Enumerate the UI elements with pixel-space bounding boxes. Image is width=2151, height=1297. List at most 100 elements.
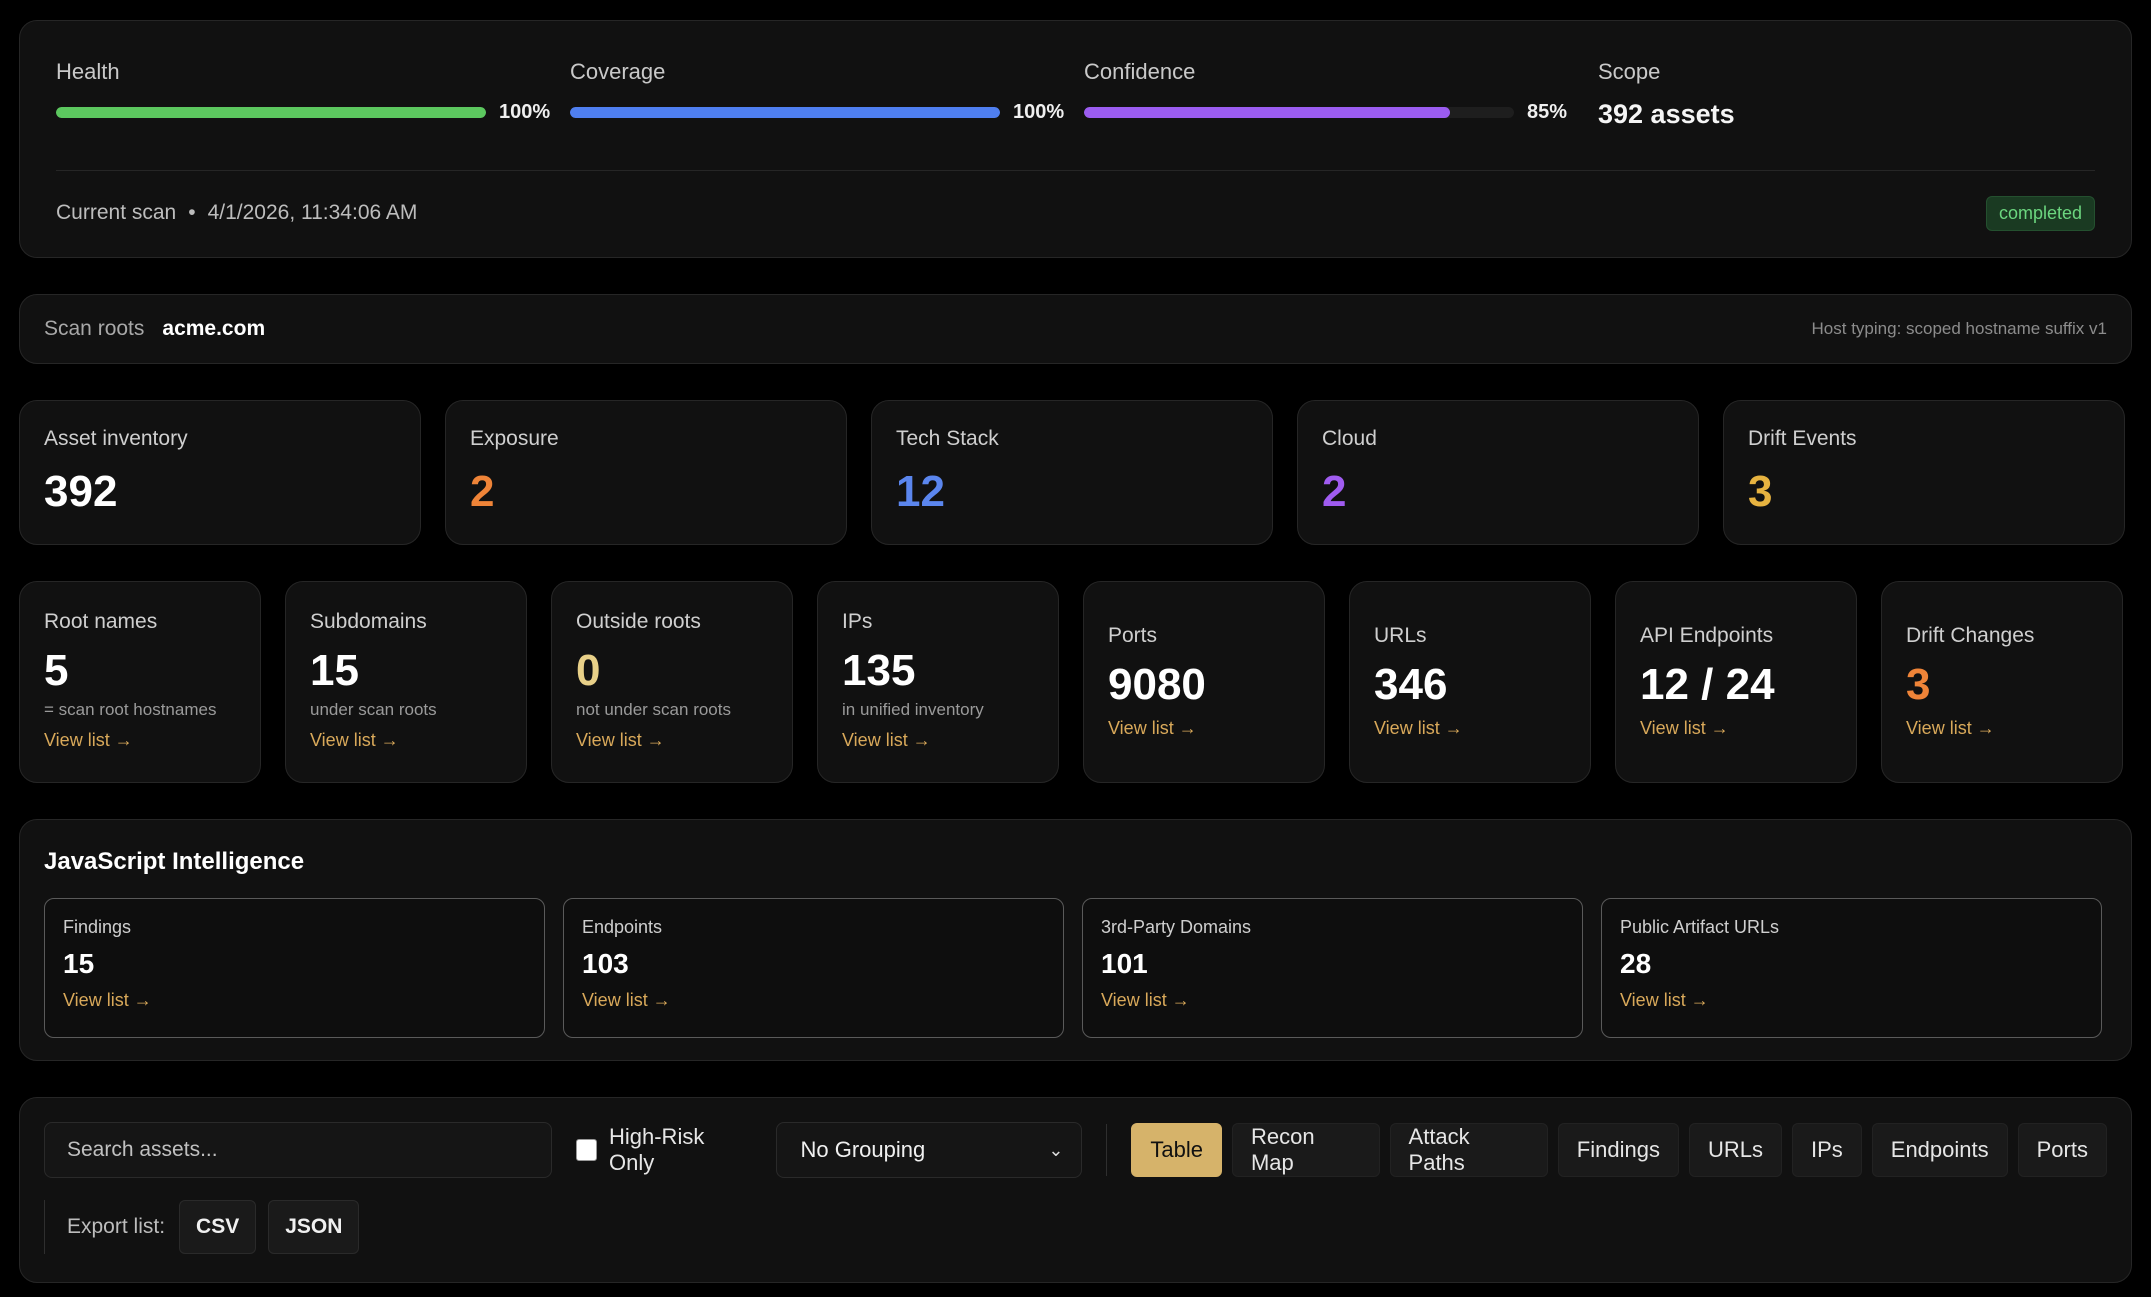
- view-tab-ips[interactable]: IPs: [1791, 1123, 1862, 1177]
- view-list-link[interactable]: View list →: [1640, 718, 1729, 739]
- view-list-link[interactable]: View list →: [576, 730, 665, 751]
- card-value: 3: [1906, 660, 1931, 709]
- current-scan-row: Current scan • 4/1/2026, 11:34:06 AM com…: [56, 171, 2095, 255]
- summary-card-drift-events[interactable]: Drift Events 3: [1723, 400, 2125, 545]
- separator-dot: •: [188, 201, 196, 224]
- asset-toolbar: High-Risk Only No Grouping ⌄ Table Recon…: [19, 1097, 2132, 1283]
- card-label: API Endpoints: [1640, 624, 1774, 647]
- coverage-label: Coverage: [570, 59, 666, 84]
- export-controls: Export list: CSV JSON: [44, 1200, 360, 1254]
- card-value: 3: [1748, 467, 1773, 516]
- confidence-bar-fill: [1084, 107, 1450, 118]
- scan-timestamp: 4/1/2026, 11:34:06 AM: [207, 201, 418, 224]
- confidence-label: Confidence: [1084, 59, 1196, 84]
- card-label: Tech Stack: [896, 427, 999, 450]
- card-label: URLs: [1374, 624, 1427, 647]
- inventory-card-api-endpoints: API Endpoints 12 / 24 View list →: [1615, 581, 1857, 783]
- summary-card-tech-stack[interactable]: Tech Stack 12: [871, 400, 1273, 545]
- card-label: Ports: [1108, 624, 1158, 647]
- high-risk-label: High-Risk Only: [608, 1124, 705, 1175]
- view-list-link[interactable]: View list →: [44, 730, 133, 751]
- js-card-findings: Findings 15 View list →: [44, 898, 545, 1038]
- metrics-panel: Health 100% Coverage 100% Conf: [19, 20, 2132, 258]
- view-list-link[interactable]: View list →: [1620, 990, 1709, 1010]
- export-json-button[interactable]: JSON: [268, 1200, 360, 1254]
- view-tab-findings[interactable]: Findings: [1557, 1123, 1679, 1177]
- export-label: Export list:: [67, 1215, 166, 1238]
- summary-card-exposure[interactable]: Exposure 2: [445, 400, 847, 545]
- card-label: 3rd-Party Domains: [1101, 917, 1252, 937]
- card-subtitle: = scan root hostnames: [44, 700, 217, 720]
- card-value: 5: [44, 646, 69, 695]
- card-value: 2: [1322, 467, 1347, 516]
- view-list-link[interactable]: View list →: [1108, 718, 1197, 739]
- view-list-link[interactable]: View list →: [842, 730, 931, 751]
- health-metric: Health 100%: [56, 59, 570, 170]
- card-label: Outside roots: [576, 610, 701, 633]
- view-list-link[interactable]: View list →: [1374, 718, 1463, 739]
- inventory-card-subdomains: Subdomains 15 under scan roots View list…: [285, 581, 527, 783]
- card-label: Exposure: [470, 427, 559, 450]
- view-tab-urls[interactable]: URLs: [1688, 1123, 1782, 1177]
- card-value: 15: [63, 948, 95, 979]
- view-tab-table[interactable]: Table: [1131, 1123, 1222, 1177]
- card-value: 9080: [1108, 660, 1206, 709]
- search-input[interactable]: [44, 1122, 552, 1178]
- scan-roots-value: acme.com: [162, 317, 266, 340]
- metric-row: Health 100% Coverage 100% Conf: [56, 59, 2095, 171]
- high-risk-checkbox[interactable]: [575, 1139, 597, 1161]
- summary-cards: Asset inventory 392 Exposure 2 Tech Stac…: [19, 400, 2132, 545]
- host-typing-note: Host typing: scoped hostname suffix v1: [1811, 319, 2107, 338]
- inventory-cards: Root names 5 = scan root hostnames View …: [19, 581, 2132, 783]
- grouping-value: No Grouping: [800, 1137, 926, 1162]
- view-tab-ports[interactable]: Ports: [2017, 1123, 2107, 1177]
- view-list-link[interactable]: View list →: [310, 730, 399, 751]
- card-value: 135: [842, 646, 916, 695]
- inventory-card-root-names: Root names 5 = scan root hostnames View …: [19, 581, 261, 783]
- inventory-card-ports: Ports 9080 View list →: [1083, 581, 1325, 783]
- summary-card-cloud[interactable]: Cloud 2: [1297, 400, 1699, 545]
- confidence-metric: Confidence 85%: [1084, 59, 1598, 170]
- view-tab-attack-paths[interactable]: Attack Paths: [1389, 1123, 1548, 1177]
- inventory-card-outside-roots: Outside roots 0 not under scan roots Vie…: [551, 581, 793, 783]
- scope-metric: Scope 392 assets: [1598, 59, 1735, 170]
- status-badge: completed: [1985, 195, 2095, 231]
- view-list-link[interactable]: View list →: [582, 990, 671, 1010]
- coverage-percent: 100%: [1013, 101, 1065, 123]
- view-list-link[interactable]: View list →: [63, 990, 152, 1010]
- chevron-down-icon: ⌄: [1048, 1139, 1064, 1160]
- view-tab-recon-map[interactable]: Recon Map: [1231, 1123, 1380, 1177]
- inventory-card-ips: IPs 135 in unified inventory View list →: [817, 581, 1059, 783]
- card-value: 12 / 24: [1640, 660, 1775, 709]
- card-label: Asset inventory: [44, 427, 188, 450]
- scan-roots-label: Scan roots: [44, 317, 145, 340]
- view-list-link[interactable]: View list →: [1101, 990, 1190, 1010]
- scan-roots-bar: Scan roots acme.com Host typing: scoped …: [19, 294, 2132, 364]
- view-tab-endpoints[interactable]: Endpoints: [1871, 1123, 2008, 1177]
- high-risk-toggle[interactable]: High-Risk Only: [575, 1124, 752, 1176]
- js-card-third-party-domains: 3rd-Party Domains 101 View list →: [1082, 898, 1583, 1038]
- card-value: 2: [470, 467, 495, 516]
- export-csv-button[interactable]: CSV: [179, 1200, 257, 1254]
- javascript-intelligence-panel: JavaScript Intelligence Findings 15 View…: [19, 819, 2132, 1061]
- health-percent: 100%: [499, 101, 551, 123]
- current-scan-label: Current scan: [56, 201, 177, 224]
- confidence-percent: 85%: [1527, 101, 1568, 123]
- js-card-endpoints: Endpoints 103 View list →: [563, 898, 1064, 1038]
- card-subtitle: in unified inventory: [842, 700, 984, 720]
- summary-card-asset-inventory[interactable]: Asset inventory 392: [19, 400, 421, 545]
- health-bar: [56, 107, 486, 118]
- view-list-link[interactable]: View list →: [1906, 718, 1995, 739]
- card-value: 28: [1620, 948, 1652, 979]
- coverage-bar: [570, 107, 1000, 118]
- card-subtitle: under scan roots: [310, 700, 437, 720]
- grouping-select[interactable]: No Grouping ⌄: [775, 1122, 1083, 1178]
- card-value: 101: [1101, 948, 1148, 979]
- coverage-bar-fill: [570, 107, 1000, 118]
- card-label: Endpoints: [582, 917, 663, 937]
- card-value: 392: [44, 467, 118, 516]
- section-title: JavaScript Intelligence: [44, 848, 305, 875]
- confidence-bar: [1084, 107, 1514, 118]
- divider: [1106, 1124, 1108, 1176]
